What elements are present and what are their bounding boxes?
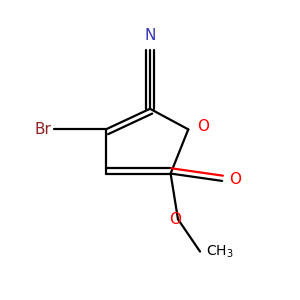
Text: N: N — [144, 28, 156, 43]
Text: O: O — [230, 172, 242, 187]
Text: O: O — [169, 212, 181, 227]
Text: Br: Br — [34, 122, 51, 137]
Text: O: O — [197, 119, 209, 134]
Text: CH$_3$: CH$_3$ — [206, 243, 234, 260]
